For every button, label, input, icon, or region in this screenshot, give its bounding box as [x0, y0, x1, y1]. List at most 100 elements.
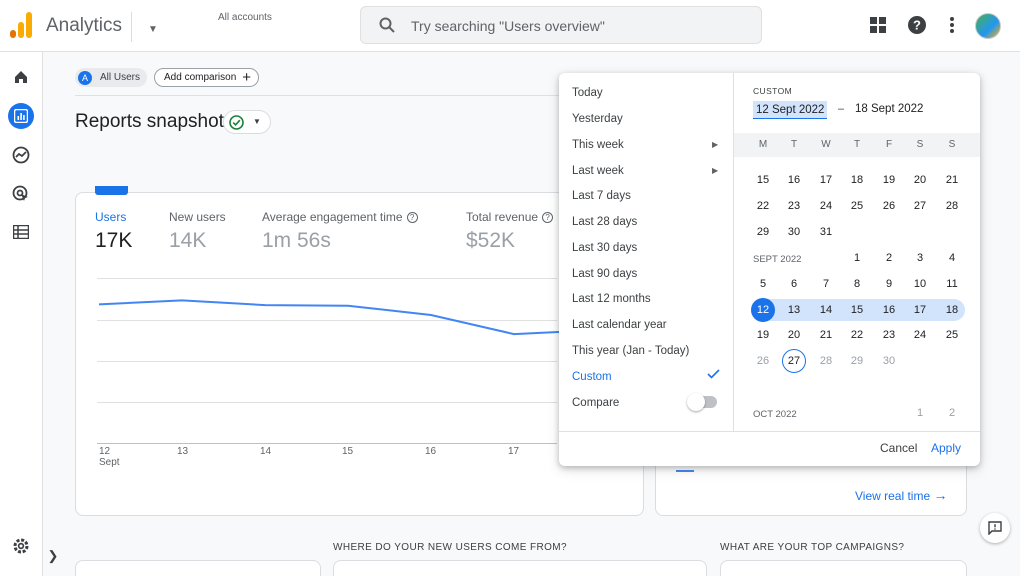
- add-comparison-button[interactable]: Add comparison +: [154, 68, 259, 87]
- preset-custom[interactable]: Custom: [572, 371, 612, 383]
- calendar-day[interactable]: 29: [756, 226, 770, 238]
- analytics-logo[interactable]: [10, 12, 34, 38]
- cancel-button[interactable]: Cancel: [880, 441, 918, 455]
- calendar-day[interactable]: 11: [845, 157, 869, 166]
- help-icon[interactable]: ?: [406, 212, 418, 224]
- calendar-day[interactable]: 5: [759, 278, 767, 290]
- calendar-day[interactable]: 26: [882, 200, 896, 212]
- preset-last-30-days[interactable]: Last 30 days: [572, 242, 638, 254]
- calendar-day[interactable]: 1: [916, 407, 924, 419]
- preset-last-week[interactable]: Last week: [572, 165, 624, 177]
- selected-start-day[interactable]: 12: [751, 298, 775, 322]
- calendar-day[interactable]: 7: [822, 278, 830, 290]
- calendar-day[interactable]: 30: [882, 355, 896, 367]
- metric-label-revenue-wrap[interactable]: Total revenue?: [466, 210, 554, 224]
- today-day[interactable]: 27: [782, 349, 806, 373]
- submenu-arrow-icon[interactable]: ▶: [712, 140, 719, 149]
- help-icon[interactable]: ?: [906, 14, 928, 36]
- calendar-day[interactable]: 13: [908, 157, 932, 166]
- search-bar[interactable]: Try searching "Users overview": [360, 6, 762, 44]
- calendar-day[interactable]: 19: [882, 174, 896, 186]
- calendar-day[interactable]: 28: [945, 200, 959, 212]
- metric-value-revenue[interactable]: $52K: [466, 229, 516, 252]
- calendar-day[interactable]: 18: [850, 174, 864, 186]
- help-icon[interactable]: ?: [542, 212, 554, 224]
- calendar-day[interactable]: 9: [885, 278, 893, 290]
- calendar-day[interactable]: 24: [913, 329, 927, 341]
- apply-button[interactable]: Apply: [931, 441, 962, 455]
- calendar-day[interactable]: 12: [877, 157, 901, 166]
- account-selector[interactable]: All accounts: [218, 12, 272, 23]
- preset-last-28-days[interactable]: Last 28 days: [572, 216, 638, 228]
- calendar-day[interactable]: 21: [945, 174, 959, 186]
- home-icon[interactable]: [8, 64, 34, 90]
- compare-toggle[interactable]: [687, 393, 717, 411]
- apps-grid-icon[interactable]: [867, 14, 889, 36]
- account-dropdown-icon[interactable]: ▼: [148, 24, 158, 35]
- calendar-day[interactable]: 26: [756, 355, 770, 367]
- calendar-day[interactable]: 28: [819, 355, 833, 367]
- calendar-day[interactable]: 4: [948, 252, 956, 264]
- calendar-day[interactable]: 17: [913, 304, 927, 316]
- calendar-day[interactable]: 17: [819, 174, 833, 186]
- calendar-day[interactable]: 18: [945, 304, 959, 316]
- preset-this-week[interactable]: This week: [572, 139, 624, 151]
- calendar-day[interactable]: 20: [913, 174, 927, 186]
- calendar-day[interactable]: 10: [814, 157, 838, 166]
- expand-nav-chevron-icon[interactable]: ❯: [47, 548, 59, 563]
- calendar-day[interactable]: 23: [787, 200, 801, 212]
- preset-last-calendar-year[interactable]: Last calendar year: [572, 319, 667, 331]
- calendar-day[interactable]: 27: [913, 200, 927, 212]
- calendar-day[interactable]: 13: [787, 304, 801, 316]
- calendar-day[interactable]: 14: [819, 304, 833, 316]
- preset-today[interactable]: Today: [572, 87, 603, 99]
- avatar[interactable]: [975, 13, 1001, 39]
- metric-label-new-users[interactable]: New users: [169, 210, 226, 224]
- calendar-day[interactable]: 30: [787, 226, 801, 238]
- calendar-day[interactable]: 2: [948, 407, 956, 419]
- preset-last-90-days[interactable]: Last 90 days: [572, 268, 638, 280]
- preset-last-7-days[interactable]: Last 7 days: [572, 190, 631, 202]
- metric-value-engagement[interactable]: 1m 56s: [262, 229, 331, 252]
- calendar-day[interactable]: 8: [751, 157, 775, 166]
- reports-icon[interactable]: [8, 103, 34, 129]
- calendar-day[interactable]: 22: [850, 329, 864, 341]
- calendar-day[interactable]: 25: [945, 329, 959, 341]
- calendar-day[interactable]: 2: [885, 252, 893, 264]
- calendar-day[interactable]: 1: [853, 252, 861, 264]
- calendar-day[interactable]: 11: [946, 278, 958, 290]
- calendar-day[interactable]: 10: [913, 278, 927, 290]
- calendar-day[interactable]: 29: [850, 355, 864, 367]
- calendar-day[interactable]: 24: [819, 200, 833, 212]
- metric-label-users[interactable]: Users: [95, 210, 127, 224]
- metric-label-engagement-wrap[interactable]: Average engagement time?: [262, 210, 418, 224]
- preset-last-12-months[interactable]: Last 12 months: [572, 293, 651, 305]
- calendar-day[interactable]: 20: [787, 329, 801, 341]
- calendar-day[interactable]: 21: [819, 329, 833, 341]
- metric-value-new-users[interactable]: 14K: [169, 229, 207, 252]
- configure-icon[interactable]: [8, 219, 34, 245]
- metric-value-users[interactable]: 17K: [95, 229, 133, 252]
- calendar-day[interactable]: 23: [882, 329, 896, 341]
- calendar-day[interactable]: 3: [916, 252, 924, 264]
- calendar-day[interactable]: 8: [853, 278, 861, 290]
- app-title[interactable]: Analytics: [46, 15, 123, 36]
- admin-gear-icon[interactable]: [8, 533, 34, 559]
- view-realtime-link[interactable]: View real time →: [855, 487, 947, 503]
- calendar-day[interactable]: 9: [782, 157, 806, 166]
- calendar-day[interactable]: 15: [756, 174, 770, 186]
- explore-icon[interactable]: [8, 142, 34, 168]
- snapshot-status-dropdown[interactable]: ▼: [223, 110, 271, 134]
- calendar-day[interactable]: 22: [756, 200, 770, 212]
- calendar-day[interactable]: 15: [850, 304, 864, 316]
- more-vert-icon[interactable]: [941, 14, 963, 36]
- calendar-day[interactable]: 14: [940, 157, 964, 166]
- all-users-chip[interactable]: A All Users: [75, 68, 147, 87]
- end-date-field[interactable]: 18 Sept 2022: [855, 103, 924, 115]
- start-date-field[interactable]: 12 Sept 2022: [753, 101, 828, 119]
- calendar-day[interactable]: 16: [787, 174, 801, 186]
- advertising-icon[interactable]: [8, 181, 34, 207]
- calendar-day[interactable]: 19: [756, 329, 770, 341]
- preset-yesterday[interactable]: Yesterday: [572, 113, 623, 125]
- calendar-day[interactable]: 16: [882, 304, 896, 316]
